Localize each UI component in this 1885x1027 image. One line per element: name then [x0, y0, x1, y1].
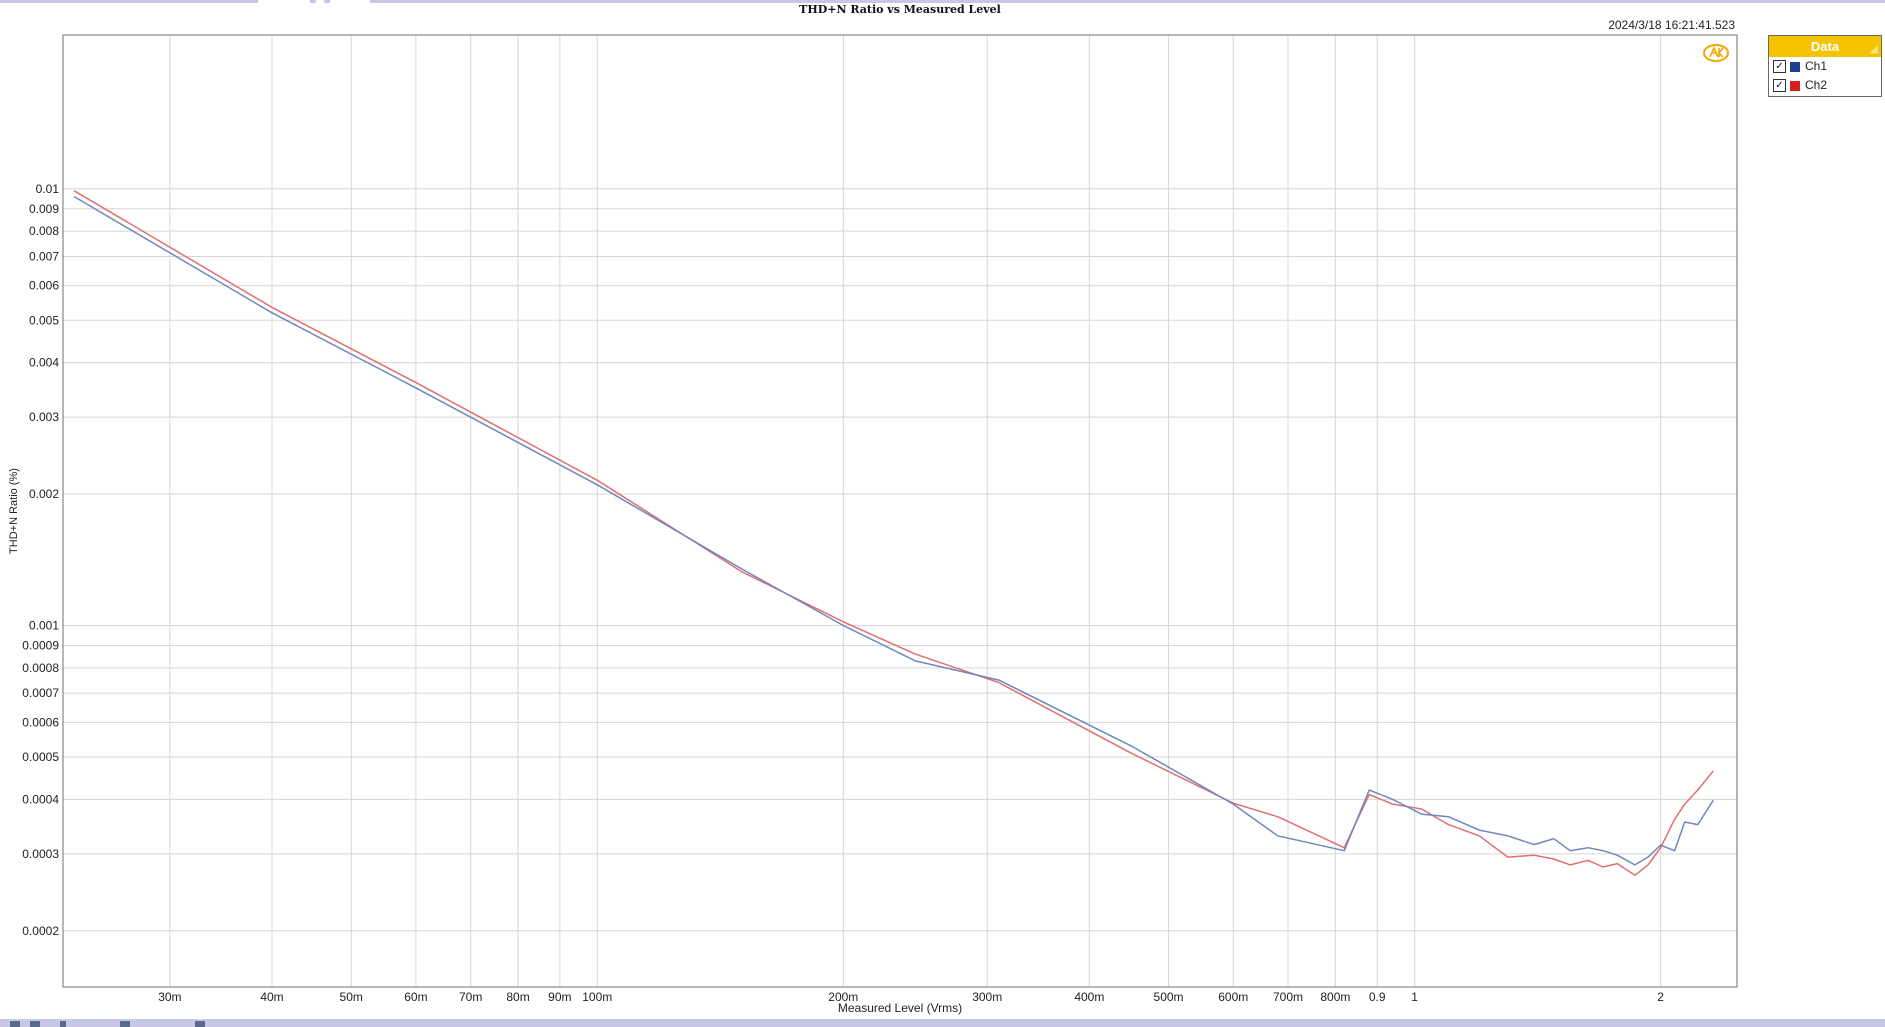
- x-axis-label: Measured Level (Vrms): [838, 1001, 962, 1015]
- series-line-ch2[interactable]: [73, 190, 1714, 877]
- x-tick-label: 800m: [1320, 990, 1350, 1004]
- x-tick-label: 400m: [1074, 990, 1104, 1004]
- bottom-toolbar-icon[interactable]: [60, 1021, 66, 1027]
- chart-title: THD+N Ratio vs Measured Level: [799, 3, 1001, 16]
- y-tick-label: 0.008: [29, 224, 59, 238]
- x-tick-label: 500m: [1154, 990, 1184, 1004]
- y-tick-label: 0.007: [29, 249, 59, 263]
- bottom-bar: [0, 1019, 1885, 1027]
- x-tick-label: 300m: [972, 990, 1002, 1004]
- bottom-toolbar-icon[interactable]: [120, 1021, 130, 1027]
- x-tick-label: 90m: [548, 990, 571, 1004]
- series-layer: [73, 190, 1714, 877]
- x-tick-label: 600m: [1218, 990, 1248, 1004]
- grid-lines: [63, 35, 1737, 987]
- legend-item-ch1[interactable]: ✓ Ch1: [1769, 57, 1881, 76]
- top-tab[interactable]: [258, 0, 310, 3]
- x-tick-label: 30m: [158, 990, 181, 1004]
- y-tick-label: 0.01: [36, 182, 60, 196]
- legend-title: Data: [1810, 39, 1840, 54]
- bottom-toolbar-icon[interactable]: [195, 1021, 205, 1027]
- y-tick-label: 0.001: [29, 619, 59, 633]
- timestamp: 2024/3/18 16:21:41.523: [1608, 18, 1735, 32]
- x-tick-label: 0.9: [1369, 990, 1386, 1004]
- y-tick-label: 0.0003: [22, 847, 59, 861]
- y-tick-label: 0.006: [29, 279, 59, 293]
- y-tick-label: 0.0004: [22, 792, 59, 806]
- ch1-color-swatch: [1790, 62, 1800, 72]
- x-tick-label: 50m: [340, 990, 363, 1004]
- legend-grip-icon[interactable]: ◢: [1869, 43, 1878, 55]
- top-bar: [0, 0, 1885, 3]
- bottom-toolbar-icon[interactable]: [10, 1021, 20, 1027]
- x-tick-label: 1: [1411, 990, 1418, 1004]
- x-tick-label: 700m: [1273, 990, 1303, 1004]
- ch2-checkbox[interactable]: ✓: [1773, 79, 1786, 92]
- legend-panel: Data ◢ ✓ Ch1 ✓ Ch2: [1768, 35, 1882, 97]
- y-tick-label: 0.009: [29, 202, 59, 216]
- series-line-ch1[interactable]: [73, 195, 1714, 866]
- plot-area[interactable]: [62, 34, 1738, 988]
- y-tick-label: 0.0006: [22, 715, 59, 729]
- x-tick-label: 100m: [582, 990, 612, 1004]
- top-tab[interactable]: [330, 0, 370, 3]
- x-tick-label: 70m: [459, 990, 482, 1004]
- audio-precision-logo-icon: [1703, 44, 1729, 62]
- y-tick-label: 0.0002: [22, 924, 59, 938]
- y-tick-label: 0.0008: [22, 661, 59, 675]
- x-tick-label: 40m: [260, 990, 283, 1004]
- y-tick-label: 0.003: [29, 410, 59, 424]
- x-tick-labels: 30m 40m 50m 60m 70m 80m 90m 100m 200m 300m 400m 500…: [158, 990, 1664, 1004]
- bottom-toolbar-icon[interactable]: [30, 1021, 40, 1027]
- x-tick-label: 200m: [828, 990, 858, 1004]
- ch1-label: Ch1: [1805, 59, 1828, 73]
- y-axis-label: THD+N Ratio (%): [8, 468, 20, 554]
- ch2-label: Ch2: [1805, 78, 1828, 92]
- legend-item-ch2[interactable]: ✓ Ch2: [1769, 76, 1881, 95]
- y-tick-labels: 0.01 0.009 0.008 0.007 0.006 0.005 0.004 0.003 0…: [22, 182, 59, 938]
- y-tick-label: 0.0005: [22, 750, 59, 764]
- ch1-checkbox[interactable]: ✓: [1773, 60, 1786, 73]
- ch2-color-swatch: [1790, 81, 1800, 91]
- y-tick-label: 0.002: [29, 487, 59, 501]
- x-tick-label: 80m: [506, 990, 529, 1004]
- top-tab[interactable]: [316, 0, 324, 3]
- x-tick-label: 60m: [404, 990, 427, 1004]
- y-tick-label: 0.004: [29, 356, 59, 370]
- y-tick-label: 0.005: [29, 313, 59, 327]
- y-tick-label: 0.0007: [22, 686, 59, 700]
- legend-header[interactable]: Data ◢: [1769, 36, 1881, 57]
- y-tick-label: 0.0009: [22, 639, 59, 653]
- x-tick-label: 2: [1657, 990, 1664, 1004]
